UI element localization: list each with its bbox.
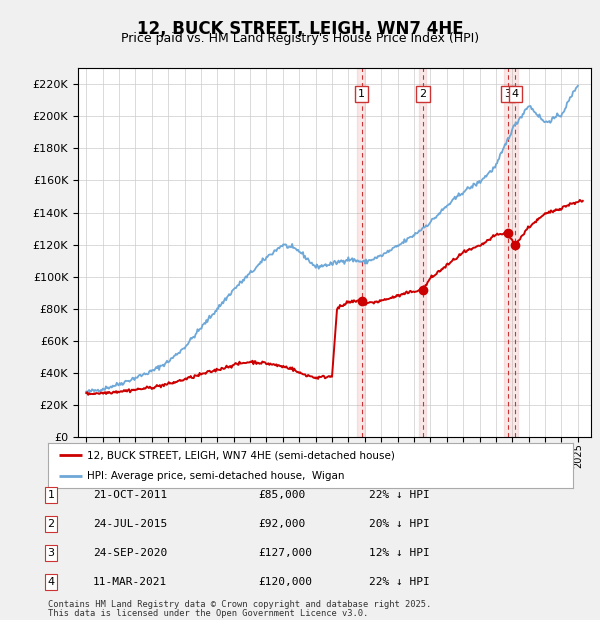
Text: 24-JUL-2015: 24-JUL-2015 bbox=[93, 519, 167, 529]
Text: 12% ↓ HPI: 12% ↓ HPI bbox=[369, 548, 430, 558]
Text: 20% ↓ HPI: 20% ↓ HPI bbox=[369, 519, 430, 529]
Bar bbox=[419, 68, 426, 437]
Text: 1: 1 bbox=[358, 89, 365, 99]
Text: £120,000: £120,000 bbox=[258, 577, 312, 587]
Text: £127,000: £127,000 bbox=[258, 548, 312, 558]
Text: £92,000: £92,000 bbox=[258, 519, 305, 529]
Text: 12, BUCK STREET, LEIGH, WN7 4HE: 12, BUCK STREET, LEIGH, WN7 4HE bbox=[137, 20, 463, 38]
Text: 22% ↓ HPI: 22% ↓ HPI bbox=[369, 577, 430, 587]
Bar bbox=[504, 68, 518, 437]
Text: 1: 1 bbox=[47, 490, 55, 500]
Text: 11-MAR-2021: 11-MAR-2021 bbox=[93, 577, 167, 587]
Text: 2: 2 bbox=[47, 519, 55, 529]
Text: 4: 4 bbox=[47, 577, 55, 587]
Text: £85,000: £85,000 bbox=[258, 490, 305, 500]
Text: 24-SEP-2020: 24-SEP-2020 bbox=[93, 548, 167, 558]
Text: 3: 3 bbox=[505, 89, 511, 99]
Text: 22% ↓ HPI: 22% ↓ HPI bbox=[369, 490, 430, 500]
Text: This data is licensed under the Open Government Licence v3.0.: This data is licensed under the Open Gov… bbox=[48, 608, 368, 618]
Text: HPI: Average price, semi-detached house,  Wigan: HPI: Average price, semi-detached house,… bbox=[88, 471, 345, 481]
Bar bbox=[358, 68, 364, 437]
Text: Contains HM Land Registry data © Crown copyright and database right 2025.: Contains HM Land Registry data © Crown c… bbox=[48, 600, 431, 609]
Text: 21-OCT-2011: 21-OCT-2011 bbox=[93, 490, 167, 500]
Text: Price paid vs. HM Land Registry's House Price Index (HPI): Price paid vs. HM Land Registry's House … bbox=[121, 32, 479, 45]
Text: 12, BUCK STREET, LEIGH, WN7 4HE (semi-detached house): 12, BUCK STREET, LEIGH, WN7 4HE (semi-de… bbox=[88, 450, 395, 461]
Text: 2: 2 bbox=[419, 89, 427, 99]
Text: 4: 4 bbox=[512, 89, 519, 99]
Text: 3: 3 bbox=[47, 548, 55, 558]
